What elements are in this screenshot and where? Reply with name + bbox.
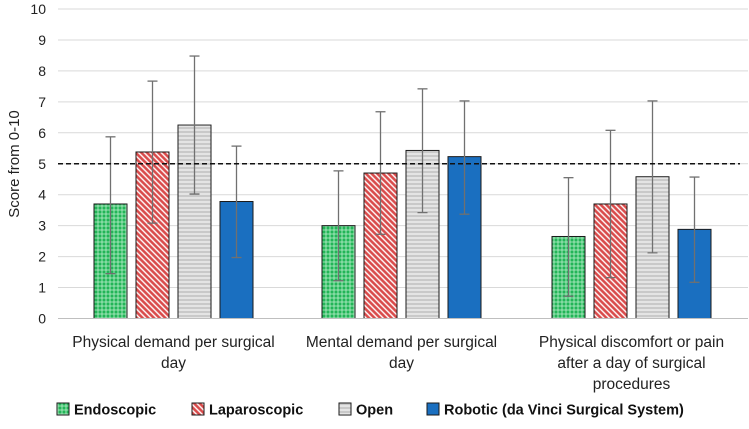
- y-tick-label: 3: [38, 218, 46, 234]
- x-category-label: day: [161, 355, 186, 372]
- bars: [93, 55, 712, 319]
- legend-label: Endoscopic: [74, 403, 156, 419]
- y-tick-label: 1: [38, 280, 46, 296]
- x-category-label: Mental demand per surgical: [306, 334, 497, 351]
- y-tick-label: 10: [30, 1, 46, 17]
- legend-label: Robotic (da Vinci Surgical System): [444, 403, 684, 419]
- legend-swatch: [191, 402, 205, 416]
- y-tick-label: 5: [38, 156, 46, 172]
- x-category-label: procedures: [593, 376, 671, 393]
- legend-swatch: [56, 402, 70, 416]
- legend-swatch: [426, 402, 440, 416]
- legend-label: Open: [356, 403, 393, 419]
- x-category-label: Physical demand per surgical: [72, 334, 274, 351]
- y-tick-label: 4: [38, 187, 46, 203]
- x-category-label: after a day of surgical: [557, 355, 705, 372]
- axes: 0 1 2 3 4 5 6 7 8 9 10 Score from 0-10 Physical dema…: [6, 1, 748, 393]
- x-category-label: Physical discomfort or pain: [539, 334, 724, 351]
- y-tick-label: 0: [38, 311, 46, 327]
- bar: [405, 149, 440, 319]
- legend-swatch: [338, 402, 352, 416]
- y-axis-title: Score from 0-10: [6, 110, 23, 218]
- y-tick-label: 8: [38, 63, 46, 79]
- y-tick-label: 7: [38, 94, 46, 110]
- y-tick-label: 9: [38, 32, 46, 48]
- y-tick-label: 6: [38, 125, 46, 141]
- legend-label: Laparoscopic: [209, 403, 303, 419]
- x-category-label: day: [389, 355, 414, 372]
- legend: Endoscopic Laparoscopic Open Robotic (da Vi…: [56, 402, 684, 419]
- y-tick-label: 2: [38, 249, 46, 265]
